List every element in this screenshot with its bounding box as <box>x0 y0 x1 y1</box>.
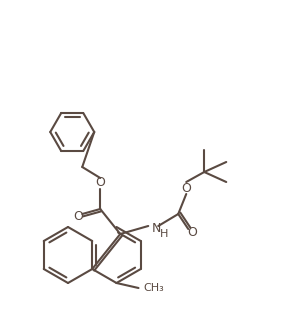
Text: O: O <box>187 226 197 239</box>
Text: N: N <box>152 221 162 234</box>
Text: O: O <box>95 176 105 189</box>
Text: O: O <box>73 210 83 223</box>
Text: CH₃: CH₃ <box>143 283 164 293</box>
Text: O: O <box>181 182 191 195</box>
Text: H: H <box>160 229 169 239</box>
